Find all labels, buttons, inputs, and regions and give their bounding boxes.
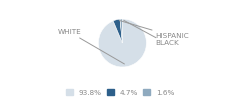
Legend: 93.8%, 4.7%, 1.6%: 93.8%, 4.7%, 1.6% bbox=[65, 88, 175, 96]
Wedge shape bbox=[98, 19, 146, 67]
Text: HISPANIC: HISPANIC bbox=[119, 20, 189, 39]
Wedge shape bbox=[113, 19, 122, 43]
Wedge shape bbox=[120, 19, 122, 43]
Text: WHITE: WHITE bbox=[58, 29, 124, 64]
Text: BLACK: BLACK bbox=[124, 20, 179, 46]
